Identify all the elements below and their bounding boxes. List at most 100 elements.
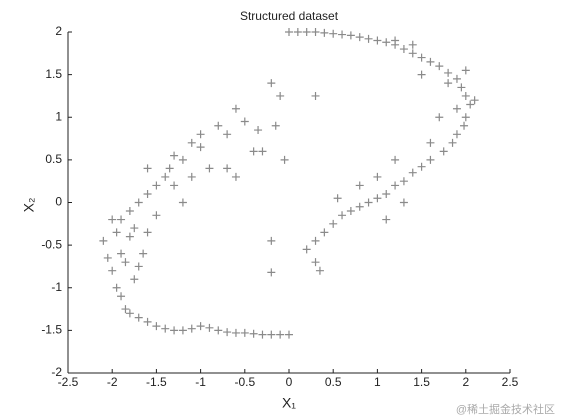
point (302, 245, 311, 254)
point (121, 258, 130, 267)
point (355, 33, 364, 42)
point (439, 147, 448, 156)
point (346, 207, 355, 216)
point (187, 172, 196, 181)
y-tick-label: 1 (55, 109, 62, 123)
point (143, 228, 152, 237)
point (130, 224, 139, 233)
point (99, 236, 108, 245)
point (408, 168, 417, 177)
point (223, 130, 232, 139)
point (373, 172, 382, 181)
point (461, 91, 470, 100)
point (408, 49, 417, 58)
point (470, 96, 479, 105)
x-tick-label: -1.5 (146, 375, 167, 389)
point (258, 330, 267, 339)
y-tick-label: 1.5 (45, 67, 62, 81)
point (117, 215, 126, 224)
x-axis-label: X₁ (282, 395, 296, 411)
watermark: @稀土掘金技术社区 (456, 402, 555, 416)
point (134, 313, 143, 322)
point (457, 83, 466, 92)
point (196, 143, 205, 152)
point (355, 202, 364, 211)
point (130, 275, 139, 284)
point (391, 181, 400, 190)
point (329, 219, 338, 228)
y-tick-label: -0.5 (41, 237, 62, 251)
point (276, 91, 285, 100)
point (139, 249, 148, 258)
x-tick-label: 2.5 (502, 375, 519, 389)
y-axis-label: X₂ (21, 198, 37, 213)
point (426, 155, 435, 164)
point (178, 155, 187, 164)
point (178, 198, 187, 207)
x-tick-label: 1.5 (413, 375, 430, 389)
point (391, 155, 400, 164)
point (461, 113, 470, 122)
point (373, 194, 382, 203)
point (315, 266, 324, 275)
point (108, 266, 117, 275)
point (399, 198, 408, 207)
point (223, 164, 232, 173)
point (117, 249, 126, 258)
chart-title: Structured dataset (240, 9, 339, 23)
y-tick-label: 0.5 (45, 152, 62, 166)
point (452, 74, 461, 83)
point (170, 181, 179, 190)
x-tick-label: 2 (462, 375, 469, 389)
point (346, 31, 355, 40)
point (426, 57, 435, 66)
point (196, 322, 205, 331)
point (249, 147, 258, 156)
point (125, 309, 134, 318)
point (408, 40, 417, 49)
point (117, 292, 126, 301)
point (258, 147, 267, 156)
point (240, 117, 249, 126)
point (426, 138, 435, 147)
point (417, 162, 426, 171)
x-tick-label: 0 (286, 375, 293, 389)
point (417, 53, 426, 62)
point (444, 79, 453, 88)
point (382, 189, 391, 198)
point (214, 121, 223, 130)
y-tick-label: 0 (55, 195, 62, 209)
point (311, 258, 320, 267)
point (143, 164, 152, 173)
y-tick-label: -2 (51, 365, 62, 379)
point (121, 305, 130, 314)
point (170, 151, 179, 160)
point (302, 28, 311, 36)
point (187, 324, 196, 333)
point (452, 130, 461, 139)
point (285, 330, 293, 339)
point (311, 236, 320, 245)
point (460, 121, 469, 130)
point (435, 62, 444, 71)
point (320, 228, 329, 237)
point (112, 283, 121, 292)
point (231, 104, 240, 113)
point (152, 211, 161, 220)
point (364, 198, 373, 207)
point (466, 100, 475, 109)
point (293, 28, 302, 36)
point (161, 172, 170, 181)
point (103, 253, 112, 262)
point (178, 326, 187, 335)
point (417, 70, 426, 79)
point (311, 28, 320, 36)
point (452, 104, 461, 113)
point (355, 181, 364, 190)
point (267, 268, 276, 277)
point (108, 215, 117, 224)
point (382, 38, 391, 47)
point (205, 164, 214, 173)
point (254, 126, 263, 135)
